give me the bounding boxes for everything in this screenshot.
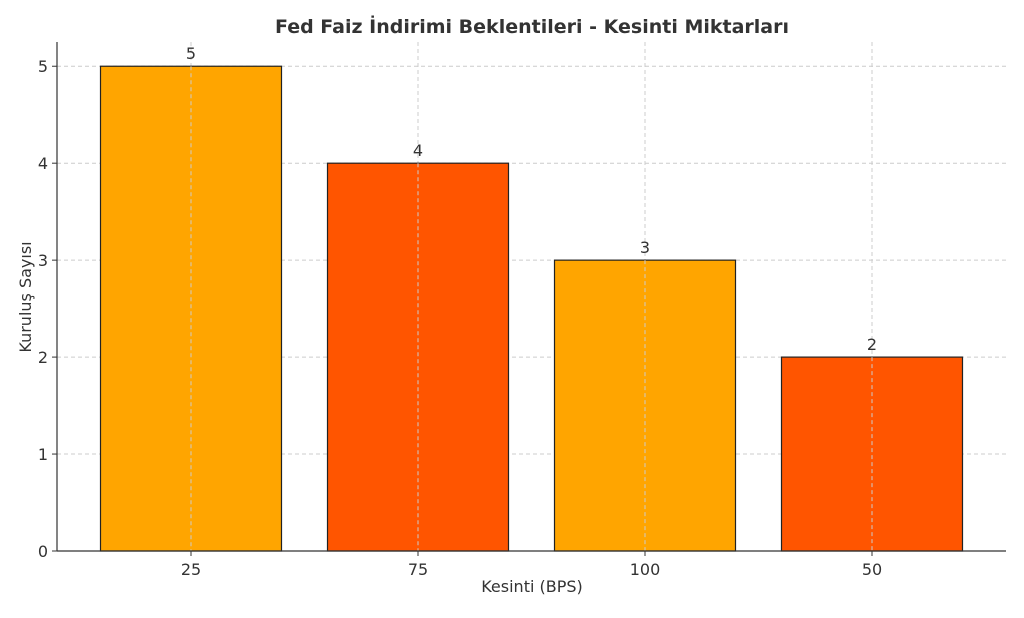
chart-title: Fed Faiz İndirimi Beklentileri - Kesinti… [275, 14, 789, 38]
y-tick-label: 2 [38, 348, 48, 367]
data-label: 4 [413, 141, 423, 160]
data-labels-layer: 5 4 3 2 [186, 44, 877, 354]
x-tick-label: 25 [181, 560, 201, 579]
y-tick-label: 1 [38, 445, 48, 464]
x-tick-label: 75 [408, 560, 428, 579]
y-tick-label: 0 [38, 542, 48, 561]
y-tick-label: 3 [38, 251, 48, 270]
x-tick-label: 50 [862, 560, 882, 579]
data-label: 2 [867, 335, 877, 354]
y-axis-label: Kuruluş Sayısı [16, 241, 35, 352]
axes-layer [56, 42, 1006, 552]
data-label: 3 [640, 238, 650, 257]
x-axis-label: Kesinti (BPS) [481, 577, 583, 596]
bars-layer [99, 65, 964, 552]
y-tick-label: 5 [38, 57, 48, 76]
y-tick-label: 4 [38, 154, 48, 173]
x-tick-label: 100 [630, 560, 661, 579]
data-label: 5 [186, 44, 196, 63]
bar-100 [553, 259, 737, 552]
ticks-layer: 0 1 2 3 4 5 25 75 100 50 [38, 57, 882, 579]
